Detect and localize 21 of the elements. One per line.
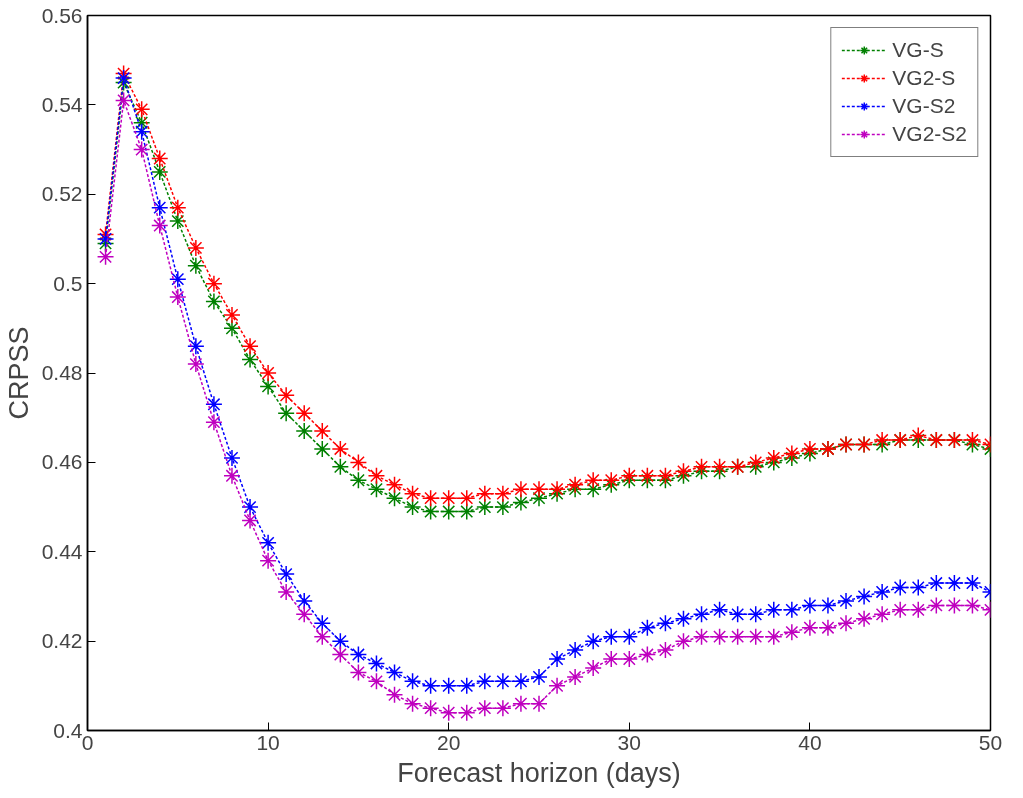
y-tick-label: 0.4 xyxy=(53,718,83,742)
x-tick-label: 0 xyxy=(81,730,94,754)
y-tick-label: 0.52 xyxy=(41,182,83,206)
y-tick-label: 0.54 xyxy=(41,92,83,116)
x-tick-label: 30 xyxy=(617,730,641,754)
x-tick-label: 10 xyxy=(256,730,280,754)
x-tick-label: 40 xyxy=(798,730,822,754)
x-axis-title: Forecast horizon (days) xyxy=(397,757,681,788)
y-tick-label: 0.44 xyxy=(41,539,83,563)
legend-label: VG-S xyxy=(892,38,944,62)
x-tick-label: 20 xyxy=(437,730,461,754)
y-tick-label: 0.46 xyxy=(41,450,83,474)
legend-label: VG-S2 xyxy=(892,94,956,118)
y-tick-label: 0.42 xyxy=(41,629,83,653)
legend-label: VG2-S xyxy=(892,66,956,90)
y-tick-label: 0.56 xyxy=(41,3,83,27)
legend-label: VG2-S2 xyxy=(892,122,967,146)
y-tick-label: 0.48 xyxy=(41,361,83,384)
y-tick-label: 0.5 xyxy=(53,271,83,295)
x-tick-label: 50 xyxy=(978,730,1003,754)
y-axis-title: CRPSS xyxy=(3,326,34,420)
